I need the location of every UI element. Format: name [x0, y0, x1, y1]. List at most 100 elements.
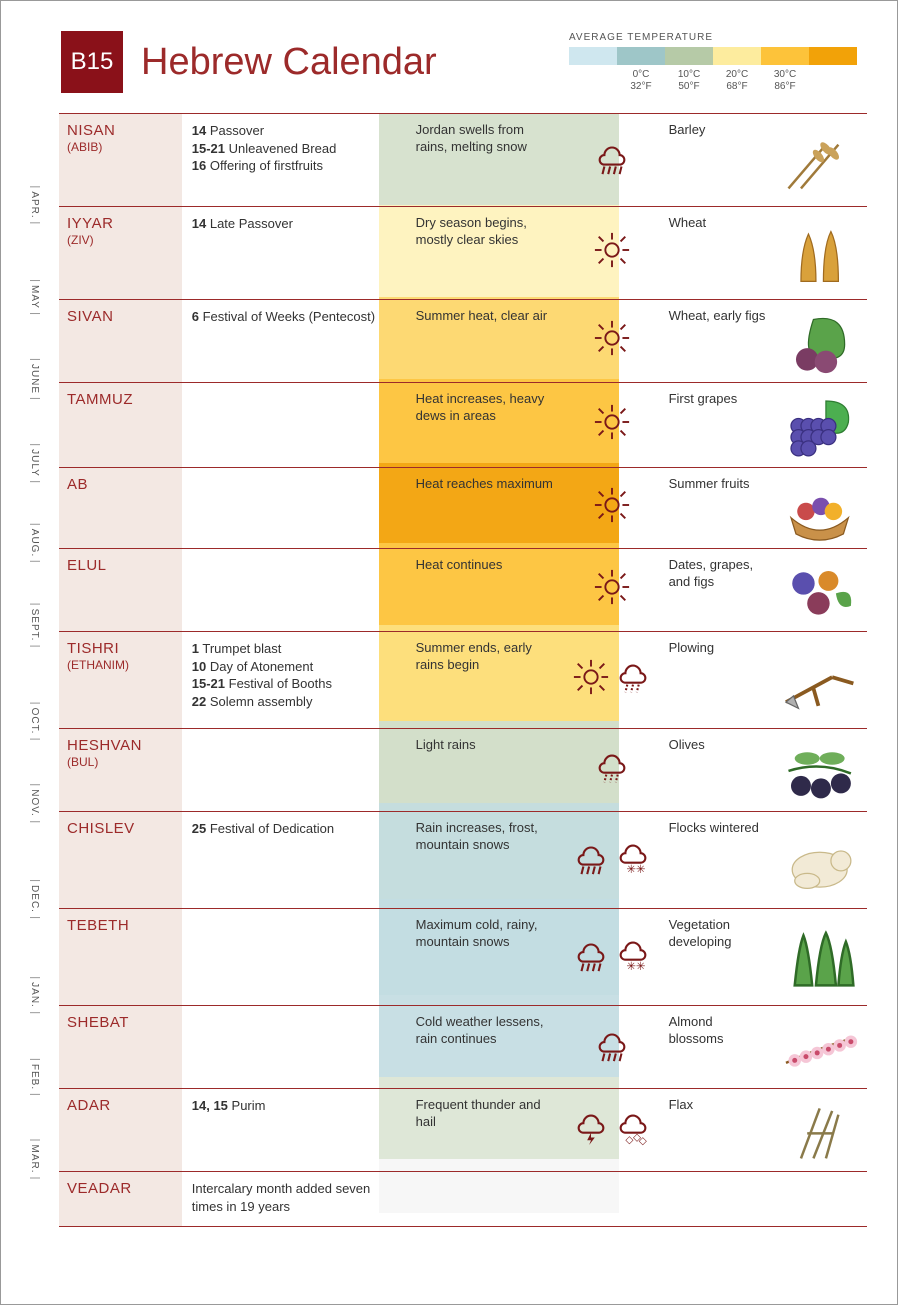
svg-text:✳: ✳ [636, 961, 646, 973]
crop-image-cell [772, 549, 867, 631]
weather-icon-cell [566, 1172, 658, 1226]
events-cell [182, 729, 406, 811]
month-row: IYYAR(ZIV)14 Late PassoverDry season beg… [59, 206, 867, 299]
crop-text-cell: First grapes [659, 383, 772, 467]
month-name-cell: CHISLEV [59, 812, 182, 908]
crop-text-cell: Wheat [659, 207, 772, 299]
section-badge: B15 [61, 31, 123, 93]
month-name-cell: HESHVAN(BUL) [59, 729, 182, 811]
weather-sun-icon [572, 658, 610, 702]
crop-image-cell [772, 300, 867, 382]
legend-swatch [809, 47, 857, 65]
crop-text-cell: Almond blossoms [659, 1006, 772, 1088]
legend-swatch [713, 47, 761, 65]
events-cell: 14 Passover15-21 Unleavened Bread16 Offe… [182, 114, 406, 206]
events-cell: 14 Late Passover [182, 207, 406, 299]
temperature-legend: AVERAGE TEMPERATURE 0°C32°F10°C50°F20°C6… [569, 32, 857, 93]
weather-icon-cell: ◇◇◇ [566, 1089, 658, 1171]
legend-swatch [665, 47, 713, 65]
weather-hail-icon: ◇◇◇ [614, 1108, 652, 1152]
crop-text-cell: Wheat, early figs [659, 300, 772, 382]
month-row: NISAN(ABIB)14 Passover15-21 Unleavened B… [59, 113, 867, 206]
month-name-cell: IYYAR(ZIV) [59, 207, 182, 299]
crop-text-cell: Barley [659, 114, 772, 206]
weather-rain-icon [572, 935, 610, 979]
gregorian-month-label: DEC. [29, 880, 40, 918]
events-cell [182, 383, 406, 467]
weather-text-cell: Frequent thunder and hail [406, 1089, 567, 1171]
weather-text-cell: Jordan swells from rains, melting snow [406, 114, 567, 206]
month-name-cell: TAMMUZ [59, 383, 182, 467]
month-row: TAMMUZHeat increases, heavy dews in area… [59, 382, 867, 467]
weather-text-cell: Cold weather lessens, rain continues [406, 1006, 567, 1088]
month-name-cell: ADAR [59, 1089, 182, 1171]
month-name-cell: VEADAR [59, 1172, 182, 1226]
month-row: HESHVAN(BUL)Light rainsOlives [59, 728, 867, 811]
events-cell [182, 468, 406, 548]
weather-rain-icon [572, 838, 610, 882]
weather-rain-icon [593, 1025, 631, 1069]
gregorian-month-label: OCT. [29, 703, 40, 740]
crop-image-cell [772, 909, 867, 1005]
legend-swatch [569, 47, 617, 65]
month-row: SIVAN6 Festival of Weeks (Pentecost)Summ… [59, 299, 867, 382]
crop-text-cell: Flax [659, 1089, 772, 1171]
crop-image-cell [772, 207, 867, 299]
weather-icon-cell [566, 549, 658, 631]
month-row: CHISLEV25 Festival of DedicationRain inc… [59, 811, 867, 908]
crop-text-cell [659, 1172, 772, 1226]
crop-text-cell: Olives [659, 729, 772, 811]
svg-text:✳: ✳ [627, 961, 637, 973]
page-title: Hebrew Calendar [141, 41, 437, 84]
month-row: ELULHeat continuesDates, grapes, and fig… [59, 548, 867, 631]
weather-text-cell: Dry season begins, mostly clear skies [406, 207, 567, 299]
gregorian-month-label: AUG. [29, 524, 40, 562]
weather-rain-icon [593, 138, 631, 182]
weather-drizzle-icon [593, 748, 631, 792]
weather-icon-cell [566, 1006, 658, 1088]
month-row: TISHRI(ETHANIM)1 Trumpet blast10 Day of … [59, 631, 867, 728]
month-row: TEBETHMaximum cold, rainy, mountain snow… [59, 908, 867, 1005]
month-row: ABHeat reaches maximumSummer fruits [59, 467, 867, 548]
gregorian-month-label: FEB. [29, 1059, 40, 1095]
crop-text-cell: Dates, grapes, and figs [659, 549, 772, 631]
svg-text:✳: ✳ [636, 864, 646, 876]
weather-icon-cell [566, 300, 658, 382]
weather-sun-icon [593, 319, 631, 363]
events-cell: Intercalary month added seven times in 1… [182, 1172, 406, 1226]
weather-icon-cell [566, 729, 658, 811]
weather-sun-icon [593, 568, 631, 612]
month-name-cell: SHEBAT [59, 1006, 182, 1088]
events-cell: 6 Festival of Weeks (Pentecost) [182, 300, 406, 382]
weather-sun-icon [593, 403, 631, 447]
weather-text-cell: Summer heat, clear air [406, 300, 567, 382]
crop-text-cell: Plowing [659, 632, 772, 728]
weather-snow-icon: ✳✳ [614, 838, 652, 882]
weather-text-cell: Heat reaches maximum [406, 468, 567, 548]
events-cell [182, 1006, 406, 1088]
crop-image-cell [772, 114, 867, 206]
weather-icon-cell: ✳✳ [566, 812, 658, 908]
month-name-cell: NISAN(ABIB) [59, 114, 182, 206]
crop-image-cell [772, 1172, 867, 1226]
crop-text-cell: Vegetation developing [659, 909, 772, 1005]
events-cell [182, 909, 406, 1005]
month-name-cell: TISHRI(ETHANIM) [59, 632, 182, 728]
month-row: ADAR14, 15 PurimFrequent thunder and hai… [59, 1088, 867, 1171]
weather-text-cell [406, 1172, 567, 1226]
month-name-cell: AB [59, 468, 182, 548]
weather-icon-cell: ✳✳ [566, 909, 658, 1005]
weather-text-cell: Rain increases, frost, mountain snows [406, 812, 567, 908]
gregorian-month-label: SEPT. [29, 604, 40, 647]
weather-icon-cell [566, 114, 658, 206]
gregorian-month-label: MAR. [29, 1140, 40, 1179]
weather-drizzle-icon [614, 658, 652, 702]
crop-text-cell: Flocks wintered [659, 812, 772, 908]
gregorian-month-label: JUNE [29, 359, 40, 399]
gregorian-month-label: NOV. [29, 784, 40, 822]
svg-text:✳: ✳ [627, 864, 637, 876]
gregorian-axis: APR.MAYJUNEJULYAUG.SEPT.OCT.NOV.DEC.JAN.… [29, 113, 53, 1213]
header: B15 Hebrew Calendar AVERAGE TEMPERATURE … [31, 21, 867, 113]
month-name-cell: SIVAN [59, 300, 182, 382]
legend-swatch [761, 47, 809, 65]
